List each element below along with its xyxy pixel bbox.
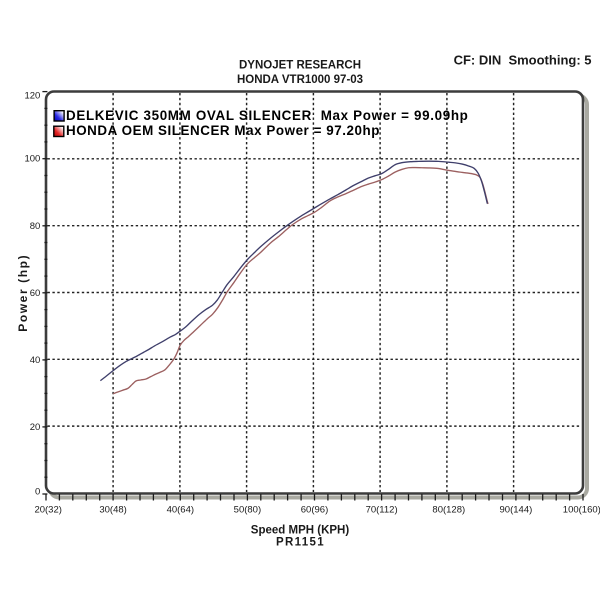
svg-text:HONDA VTR1000 97-03: HONDA VTR1000 97-03 [237,74,363,86]
svg-text:90(144): 90(144) [500,504,533,515]
svg-text:40: 40 [30,355,41,366]
svg-text:PR1151: PR1151 [276,536,325,548]
svg-text:HONDA OEM SILENCER Max Power =: HONDA OEM SILENCER Max Power = 97.20hp [66,123,380,138]
svg-text:DYNOJET RESEARCH: DYNOJET RESEARCH [239,60,361,72]
svg-text:0: 0 [35,486,40,497]
svg-text:70(112): 70(112) [366,504,398,515]
svg-text:80(128): 80(128) [432,504,465,515]
svg-text:80: 80 [30,221,41,232]
svg-text:20(32): 20(32) [34,504,61,515]
svg-text:30(48): 30(48) [99,504,126,515]
svg-text:DELKEVIC 350MM OVAL SILENCER: DELKEVIC 350MM OVAL SILENCER Max Power =… [66,108,469,123]
svg-text:Power (hp): Power (hp) [16,254,30,332]
svg-text:CF: DIN Smoothing: 5: CF: DIN Smoothing: 5 [454,52,592,67]
svg-text:60: 60 [30,288,41,299]
svg-text:120: 120 [24,91,40,102]
svg-text:60(96): 60(96) [301,504,328,515]
svg-text:40(64): 40(64) [167,504,194,515]
svg-text:Speed MPH (KPH): Speed MPH (KPH) [251,524,350,536]
svg-text:100: 100 [24,154,40,165]
svg-text:50(80): 50(80) [234,504,261,515]
svg-text:100(160): 100(160) [563,504,600,515]
svg-text:20: 20 [30,422,41,433]
